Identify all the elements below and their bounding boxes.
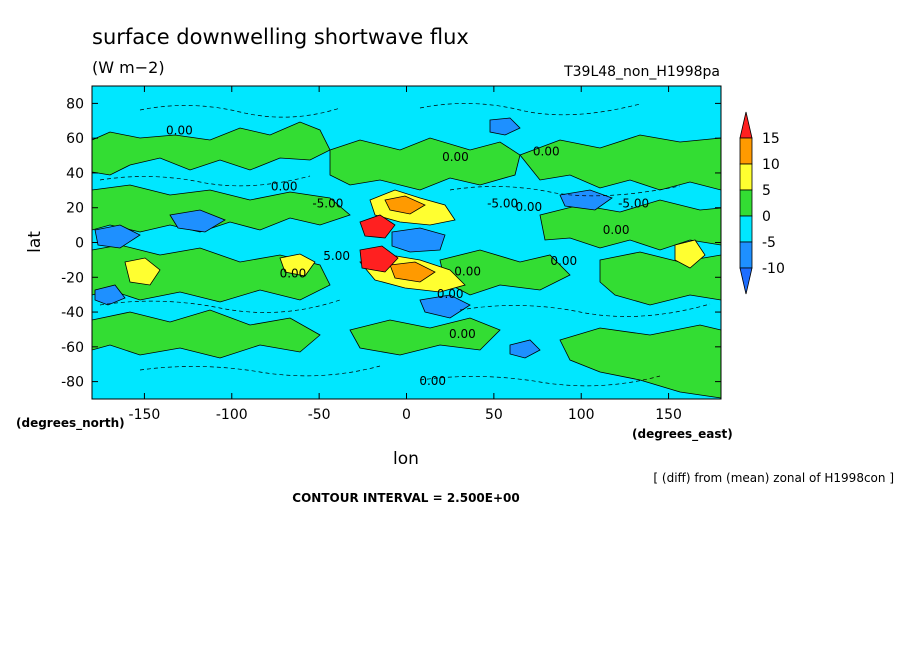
y-tick-label: -40 — [61, 305, 84, 321]
contour-label: 0.00 — [454, 265, 481, 279]
y-tick-label: -80 — [61, 375, 84, 391]
orange-regions — [384, 195, 436, 283]
chart-title: surface downwelling shortwave flux — [92, 25, 469, 49]
colorbar-label: 5 — [762, 183, 771, 199]
negative-regions — [94, 117, 613, 359]
contour-label: -5.00 — [487, 197, 518, 211]
colorbar: 15 10 5 0 -5 -10 — [739, 111, 785, 295]
contour-label: 0.00 — [533, 145, 560, 159]
x-tick-label: -150 — [129, 407, 161, 423]
y-tick-label: 80 — [66, 96, 84, 112]
region-blue-s1 — [419, 294, 471, 319]
region-asia — [519, 134, 721, 191]
contour-label: 0.00 — [550, 254, 577, 268]
contour-label: 0.00 — [280, 266, 307, 280]
region-yellow-w2 — [279, 253, 316, 277]
x-tick-label: -100 — [216, 407, 248, 423]
y-tick-label: 20 — [66, 201, 84, 217]
colorbar-label: 15 — [762, 131, 780, 147]
y-axis-label: lat — [25, 231, 45, 253]
experiment-label: T39L48_non_H1998pa — [563, 64, 720, 80]
contour-label: 0.00 — [271, 179, 298, 193]
region-yellow-e — [674, 239, 706, 269]
plot-field — [92, 86, 721, 399]
negative-contours — [99, 103, 711, 387]
region-blue-equator — [391, 227, 446, 253]
region-yellow-w — [124, 257, 161, 286]
contour-label: 0.00 — [442, 150, 469, 164]
chart-units: (W m−2) — [92, 58, 165, 77]
region-southern-ocean-east — [559, 324, 721, 399]
positive-regions — [92, 121, 721, 399]
colorbar-label: 10 — [762, 157, 780, 173]
region-south-central — [439, 249, 571, 296]
x-tick-label: 150 — [655, 407, 682, 423]
region-southern-ocean-west — [92, 309, 321, 359]
colorbar-segment — [739, 189, 753, 217]
contour-label: 0.00 — [166, 124, 193, 138]
colorbar-cap-top — [739, 111, 753, 139]
region-orange-north — [384, 195, 426, 215]
y-tick-label: 40 — [66, 166, 84, 182]
region-north-pacific — [92, 121, 331, 176]
y-tick-label: 0 — [75, 236, 84, 252]
region-blue-s3 — [94, 284, 126, 306]
colorbar-cap-bottom — [739, 267, 753, 295]
colorbar-label: -10 — [762, 261, 785, 277]
contour-label: -5.00 — [618, 197, 649, 211]
axis-ticks: -150 -100 -50 0 50 100 150 80 60 40 20 0 -20 -40 -60 -8… — [61, 86, 721, 423]
colorbar-segment — [739, 163, 753, 191]
y-tick-label: -60 — [61, 340, 84, 356]
colorbar-label: 0 — [762, 209, 771, 225]
y-tick-label: -20 — [61, 270, 84, 286]
contour-label: 0.00 — [419, 374, 446, 388]
y-tick-label: 60 — [66, 131, 84, 147]
region-red-north — [359, 214, 396, 239]
contour-label: 0.00 — [603, 223, 630, 237]
colorbar-label: -5 — [762, 235, 776, 251]
region-blue-e2 — [489, 117, 521, 136]
x-axis-units: (degrees_east) — [632, 427, 733, 442]
contour-labels: 0.000.00-5.000.00 0.00-5.000.00 -5.000.000… — [166, 124, 649, 388]
contour-label: 5.00 — [323, 249, 350, 263]
y-axis-units: (degrees_north) — [16, 416, 125, 431]
region-north-atlantic — [329, 137, 521, 191]
region-blue-w2 — [169, 209, 226, 233]
contour-label: 0.00 — [449, 327, 476, 341]
colorbar-segment — [739, 241, 753, 269]
region-red-south — [359, 245, 399, 273]
x-tick-label: 0 — [402, 407, 411, 423]
region-blue-e1 — [559, 189, 613, 211]
region-blue-s2 — [509, 339, 541, 359]
x-tick-label: -50 — [308, 407, 331, 423]
colorbar-segment — [739, 137, 753, 165]
x-tick-label: 50 — [485, 407, 503, 423]
region-orange-south — [389, 261, 436, 283]
region-tropics-west — [92, 184, 351, 233]
contour-label: 0.00 — [437, 287, 464, 301]
footnote: [ (diff) from (mean) zonal of H1998con ] — [653, 471, 894, 485]
contour-label: -5.00 — [312, 197, 343, 211]
region-south-mid — [349, 317, 501, 356]
region-tropics-east — [539, 199, 721, 251]
red-regions — [359, 214, 399, 273]
contour-label: 0.00 — [515, 200, 542, 214]
colorbar-segment — [739, 215, 753, 243]
contour-interval: CONTOUR INTERVAL = 2.500E+00 — [292, 491, 519, 505]
x-tick-label: 100 — [568, 407, 595, 423]
region-south-west — [92, 244, 331, 303]
x-axis-label: lon — [393, 449, 419, 469]
